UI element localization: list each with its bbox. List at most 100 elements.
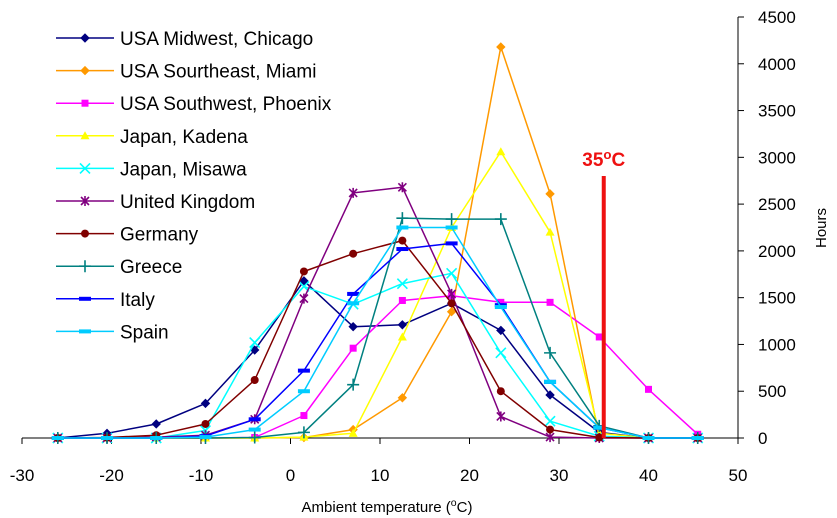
data-point [347,301,360,306]
data-point [495,347,507,359]
data-point [200,398,211,409]
legend-item: Japan, Kadena [56,127,248,148]
y-tick-label: 1000 [758,335,796,354]
y-tick-label: 0 [758,429,767,448]
data-point [150,436,163,440]
x-tick-label: -30 [10,466,35,485]
y-tick-label: 3500 [758,102,796,121]
legend-label: United Kingdom [120,192,255,213]
x-tick-label: 40 [639,466,658,485]
series-layer [51,42,704,444]
legend-label: Japan, Kadena [120,127,248,148]
legend-label: Spain [120,322,169,343]
data-point [396,212,409,225]
legend-item: Greece [56,257,182,278]
data-point [447,299,456,308]
data-point [446,306,457,317]
axes: -30 -20 -10 0 10 20 30 40 5005001000150020002500… [10,8,796,485]
data-point [101,436,114,440]
data-point [297,389,310,394]
data-point [545,189,555,199]
data-point [496,42,506,52]
legend-label: USA Southwest, Phoenix [120,94,332,115]
legend-label: Japan, Misawa [120,159,247,180]
x-tick-label: -10 [189,466,214,485]
data-point [348,187,358,198]
series [51,225,704,440]
data-point [447,288,457,299]
data-point [642,436,655,440]
legend-item: USA Southwest, Phoenix [56,94,332,115]
data-point [349,249,358,258]
data-point [299,276,309,286]
data-point [349,344,357,352]
data-point [80,65,90,76]
reference-line-label: 35oC [582,147,625,172]
data-point [80,131,90,140]
x-tick-label: 50 [729,466,748,485]
data-point [546,298,554,306]
data-point [496,387,505,396]
data-point [81,229,89,238]
series-line [57,239,698,439]
legend: USA Midwest, Chicago USA Sourtheast, Miam… [56,29,332,343]
data-point [544,346,557,359]
data-point [51,436,64,440]
x-axis-title: Ambient temperature (oC) [302,497,473,516]
series-line [57,186,698,439]
y-tick-label: 2000 [758,242,796,261]
data-point [496,147,506,156]
data-point [494,305,507,310]
y-axis-title: Hours [813,208,830,248]
series-line [57,226,698,439]
legend-item: USA Midwest, Chicago [56,29,313,50]
data-point [545,227,555,236]
data-point [397,332,407,341]
data-point [248,427,261,432]
data-point [151,419,161,429]
data-point [80,33,90,43]
legend-item: USA Sourtheast, Miami [56,62,316,83]
data-point [80,196,90,206]
data-point [545,390,555,400]
x-tick-label: 20 [460,466,479,485]
data-point [544,379,557,384]
y-tick-label: 1500 [758,289,796,308]
data-point [593,425,606,430]
data-point [446,267,458,279]
data-point [545,432,555,443]
reference-line-group: 35oC [582,147,626,438]
data-point [396,278,408,290]
data-point [347,291,360,296]
data-point [445,241,458,246]
data-point [397,320,408,330]
x-tick-label: 10 [371,466,390,485]
data-point [645,385,652,393]
data-point [496,325,506,336]
data-point [396,247,409,252]
data-point [544,415,556,427]
data-point [691,436,704,440]
data-point [398,236,407,245]
legend-label: Germany [120,225,199,246]
legend-item: Germany [56,225,199,246]
series-line [57,280,698,439]
y-tick-label: 4500 [758,8,796,27]
legend-item: Japan, Misawa [56,159,247,180]
data-point [445,225,458,230]
data-point [497,298,505,306]
data-point [81,99,89,107]
data-point [299,293,309,304]
data-point [595,433,604,442]
data-point [445,213,458,226]
y-tick-label: 4000 [758,55,796,74]
data-point [250,375,259,384]
data-point [348,321,358,332]
data-point [398,296,406,304]
data-point [299,267,308,276]
x-tick-label: 30 [550,466,569,485]
data-point [79,329,91,334]
data-point [396,225,409,230]
data-point [79,296,91,301]
